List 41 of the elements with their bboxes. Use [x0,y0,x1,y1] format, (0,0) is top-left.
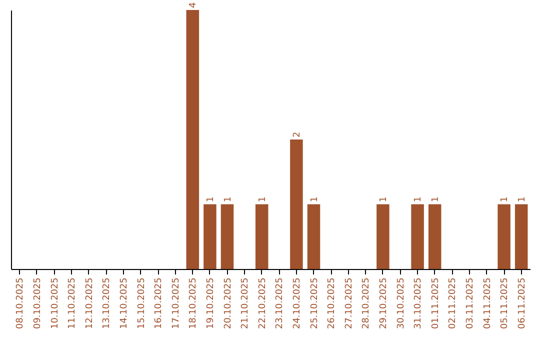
x-tick-label: 14.10.2025 [119,278,130,330]
x-tick-label: 25.10.2025 [310,278,320,330]
x-tick-label: 04.11.2025 [482,278,493,330]
data-label: 1 [500,196,510,202]
data-label: 4 [188,2,199,8]
x-tick-label: 30.10.2025 [396,278,406,330]
x-tick-label: 12.10.2025 [84,278,95,330]
data-label: 1 [258,196,268,202]
x-tick-label: 05.11.2025 [500,278,510,330]
x-tick-label: 06.11.2025 [517,278,528,330]
x-tick-label: 17.10.2025 [171,278,182,330]
x-tick-label: 18.10.2025 [188,278,199,330]
x-tick-label: 23.10.2025 [275,278,286,330]
x-tick-label: 09.10.2025 [32,278,43,330]
x-tick-label: 22.10.2025 [258,278,268,330]
data-label: 1 [414,196,424,202]
x-tick-label: 08.10.2025 [16,278,26,330]
x-tick-label: 28.10.2025 [362,278,372,330]
data-label: 2 [292,132,302,138]
x-tick-label: 19.10.2025 [206,278,216,330]
x-tick-label: 31.10.2025 [414,278,424,330]
data-label: 1 [206,196,216,202]
x-tick-label: 27.10.2025 [344,278,354,330]
data-label: 1 [517,196,528,202]
x-tick-label: 15.10.2025 [136,278,147,330]
x-tick-label: 20.10.2025 [223,278,234,330]
x-tick-label: 24.10.2025 [292,278,302,330]
x-tick-label: 10.10.2025 [50,278,60,330]
x-tick-label: 03.11.2025 [465,278,476,330]
x-tick-label: 16.10.2025 [154,278,164,330]
data-label: 1 [378,196,389,202]
x-tick-label: 13.10.2025 [102,278,112,330]
x-tick-label: 21.10.2025 [240,278,251,330]
data-label: 1 [310,196,320,202]
x-tick-label: 01.11.2025 [430,278,441,330]
data-label: 1 [430,196,441,202]
x-tick-label: 29.10.2025 [378,278,389,330]
data-label: 1 [223,196,234,202]
x-tick-label: 02.11.2025 [448,278,458,330]
x-tick-label: 11.10.2025 [68,278,78,330]
x-tick-label: 26.10.2025 [327,278,338,330]
